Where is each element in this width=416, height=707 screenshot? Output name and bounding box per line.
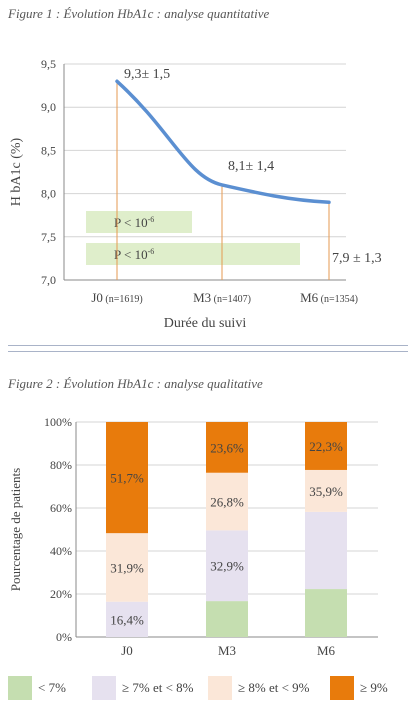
bar-segment: [106, 422, 148, 534]
x-axis-title: Durée du suivi: [164, 316, 247, 331]
legend-item: ≥ 7% et < 8%: [92, 676, 194, 700]
y-tick-label: 40%: [50, 544, 72, 558]
bar-segment: [305, 511, 347, 590]
legend-swatch: [208, 676, 232, 700]
point-value-label: 7,9 ± 1,3: [332, 251, 382, 266]
bar-data-label: 51,7%: [110, 471, 144, 486]
figure-1-title: Figure 1 : Évolution HbA1c : analyse qua…: [8, 6, 270, 21]
x-category-label: J0 (n=1619): [91, 290, 142, 305]
bar-segment: [206, 472, 248, 531]
x-category-label: M6: [317, 643, 336, 658]
bar-data-label: 35,9%: [309, 484, 343, 499]
bar-segment: [106, 601, 148, 637]
y-tick-label: 8,0: [41, 187, 56, 201]
pvalue-label: P < 10-6: [114, 215, 154, 230]
bar-segment: [305, 422, 347, 470]
y-tick-label: 9,5: [41, 57, 56, 71]
y-axis-title: H bA1c (%): [9, 137, 24, 206]
bar-data-label: 31,9%: [110, 560, 144, 575]
y-tick-label: 80%: [50, 458, 72, 472]
legend-swatch: [92, 676, 116, 700]
bar-data-label: 26,8%: [210, 495, 244, 510]
legend-swatch: [330, 676, 354, 700]
x-category-label: J0: [121, 643, 133, 658]
separator-line: [8, 345, 408, 346]
bar-segment: [106, 533, 148, 602]
legend-item: ≥ 8% et < 9%: [208, 676, 310, 700]
legend-swatch: [8, 676, 32, 700]
y-tick-label: 20%: [50, 587, 72, 601]
y-tick-label: 8,5: [41, 143, 56, 157]
bar-segment: [206, 530, 248, 602]
bar-data-label: 32,9%: [210, 559, 244, 574]
bar-data-label: 16,4%: [110, 612, 144, 627]
figure-2-stacked-bar-chart: 0% 20% 40% 60% 80% 100% 16,4% 31,9% 51,7% J0 32,9%…: [8, 415, 378, 658]
legend-label: ≥ 8% et < 9%: [238, 680, 310, 695]
y-axis-title: Pourcentage de patients: [8, 468, 23, 591]
point-value-label: 8,1± 1,4: [228, 159, 274, 174]
pvalue-box: [86, 211, 192, 233]
figure-2-title: Figure 2 : Évolution HbA1c : analyse qua…: [8, 376, 263, 391]
legend-item: < 7%: [8, 676, 66, 700]
legend-item: ≥ 9%: [330, 676, 388, 700]
y-tick-label: 60%: [50, 501, 72, 515]
bar-segment: [206, 601, 248, 637]
point-value-label: 9,3± 1,5: [124, 67, 170, 82]
bar-data-label: 23,6%: [210, 440, 244, 455]
pvalue-box: [86, 243, 300, 265]
y-tick-label: 100%: [44, 415, 72, 429]
y-tick-label: 0%: [56, 630, 72, 644]
separator-line: [8, 351, 408, 352]
figure-1-line-chart: 7,0 7,5 8,0 8,5 9,0 9,5 P < 10-6 P < 10-6 9,3± 1…: [9, 57, 382, 331]
legend-label: ≥ 7% et < 8%: [122, 680, 194, 695]
pvalue-label: P < 10-6: [114, 247, 154, 262]
bar-segment: [305, 469, 347, 512]
x-category-label: M3 (n=1407): [193, 290, 251, 305]
bar-segment: [206, 422, 248, 473]
y-tick-label: 9,0: [41, 100, 56, 114]
bar-segment: [305, 589, 347, 637]
legend-label: ≥ 9%: [360, 680, 388, 695]
legend-label: < 7%: [38, 680, 66, 695]
x-category-label: M6 (n=1354): [300, 290, 358, 305]
bar-data-label: 22,3%: [309, 439, 343, 454]
y-tick-label: 7,0: [41, 273, 56, 287]
figure-2-legend: < 7% ≥ 7% et < 8% ≥ 8% et < 9% ≥ 9%: [0, 676, 416, 706]
hba1c-line: [115, 79, 331, 204]
y-tick-label: 7,5: [41, 230, 56, 244]
x-category-label: M3: [218, 643, 236, 658]
